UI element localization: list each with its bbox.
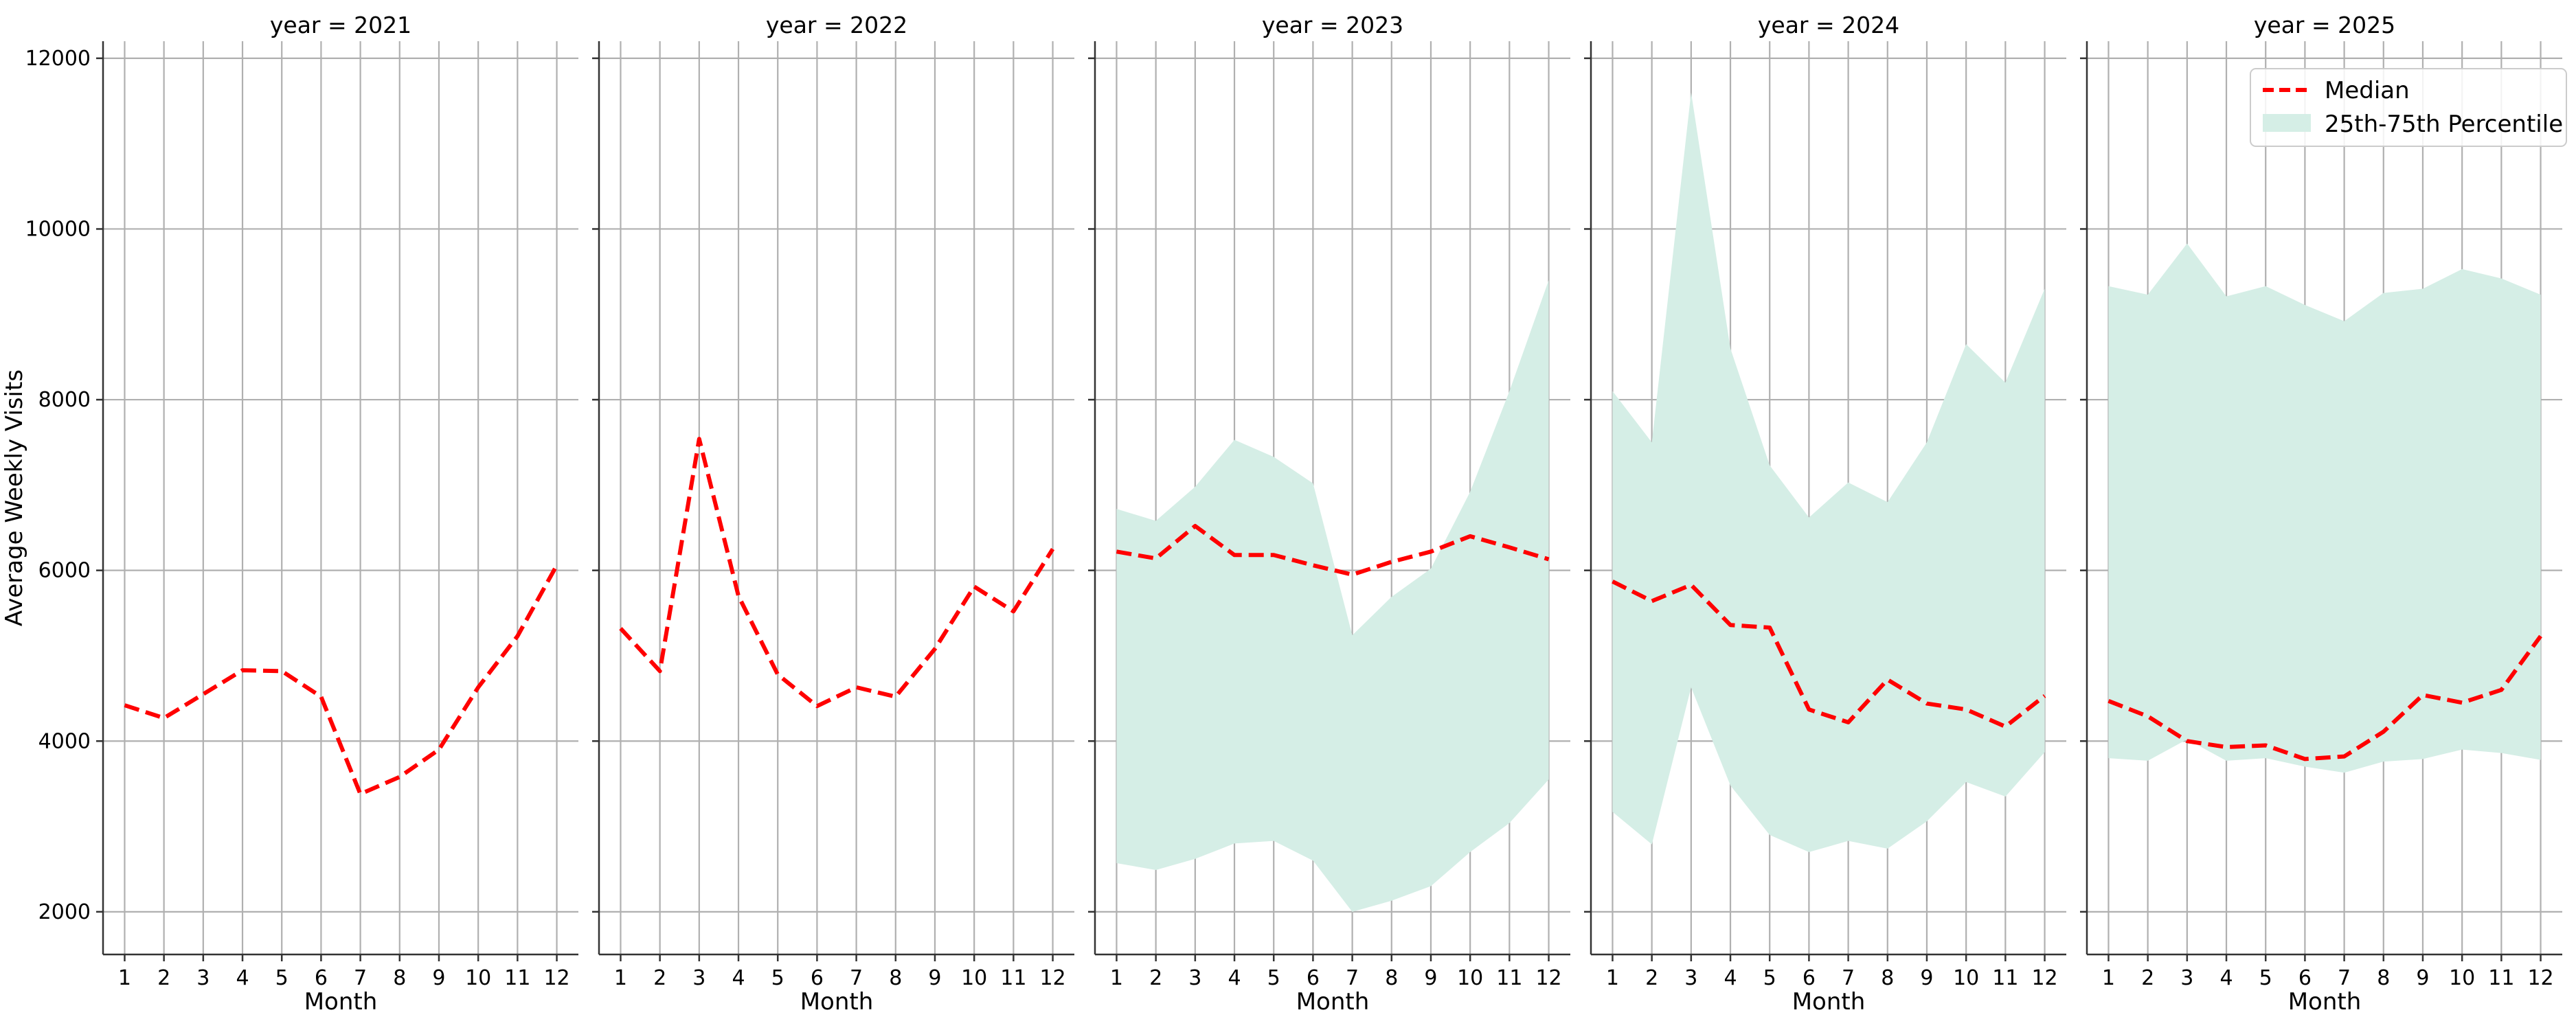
- legend-label-percentile: 25th-75th Percentile: [2325, 111, 2563, 138]
- x-tick-label: 10: [465, 966, 491, 990]
- x-tick-label: 8: [2377, 966, 2390, 990]
- x-tick-label: 3: [196, 966, 210, 990]
- y-tick-label: 2000: [38, 900, 91, 924]
- x-tick-label: 6: [1307, 966, 1320, 990]
- x-tick-label: 8: [393, 966, 406, 990]
- x-tick-label: 11: [2488, 966, 2514, 990]
- x-tick-label: 6: [315, 966, 328, 990]
- panel-title: year = 2023: [1262, 12, 1403, 38]
- y-tick-label: 6000: [38, 559, 91, 583]
- panel-title: year = 2024: [1758, 12, 1899, 38]
- x-tick-label: 7: [850, 966, 863, 990]
- x-axis-label: Month: [1296, 988, 1370, 1016]
- panel-title: year = 2022: [766, 12, 907, 38]
- y-tick-label: 8000: [38, 388, 91, 412]
- panel-title: year = 2025: [2254, 12, 2395, 38]
- x-tick-label: 6: [1803, 966, 1816, 990]
- x-tick-label: 2: [157, 966, 170, 990]
- x-tick-label: 10: [1457, 966, 1483, 990]
- percentile-band: [1612, 92, 2045, 852]
- x-tick-label: 2: [1645, 966, 1658, 990]
- x-tick-label: 2: [653, 966, 666, 990]
- x-tick-label: 12: [1535, 966, 1561, 990]
- legend-band-swatch: [2263, 114, 2311, 132]
- x-tick-label: 8: [889, 966, 902, 990]
- x-tick-label: 4: [1228, 966, 1241, 990]
- x-tick-label: 1: [118, 966, 131, 990]
- x-tick-label: 11: [1496, 966, 1522, 990]
- x-tick-label: 3: [1188, 966, 1201, 990]
- x-tick-label: 9: [432, 966, 445, 990]
- x-tick-label: 9: [1920, 966, 1933, 990]
- x-tick-label: 8: [1881, 966, 1894, 990]
- x-tick-label: 5: [275, 966, 289, 990]
- x-tick-label: 6: [811, 966, 824, 990]
- x-tick-label: 5: [1267, 966, 1280, 990]
- x-tick-label: 12: [1039, 966, 1065, 990]
- y-tick-label: 4000: [38, 729, 91, 753]
- x-tick-label: 5: [1763, 966, 1776, 990]
- x-tick-label: 9: [928, 966, 941, 990]
- y-tick-label: 10000: [25, 217, 91, 241]
- y-axis-label: Average Weekly Visits: [1, 369, 28, 626]
- x-tick-label: 11: [1992, 966, 2018, 990]
- median-line: [124, 564, 559, 797]
- median-line: [619, 437, 1055, 709]
- x-tick-label: 2: [2141, 966, 2154, 990]
- y-tick-label: 12000: [25, 47, 91, 71]
- x-tick-label: 7: [354, 966, 367, 990]
- x-tick-label: 12: [2527, 966, 2553, 990]
- x-tick-label: 5: [2259, 966, 2272, 990]
- percentile-band: [2108, 243, 2541, 773]
- x-tick-label: 1: [2102, 966, 2115, 990]
- x-tick-label: 1: [1110, 966, 1123, 990]
- x-tick-label: 1: [1606, 966, 1619, 990]
- x-tick-label: 9: [2416, 966, 2429, 990]
- x-tick-label: 12: [543, 966, 569, 990]
- x-tick-label: 3: [2180, 966, 2193, 990]
- x-tick-label: 1: [614, 966, 627, 990]
- x-tick-label: 11: [1000, 966, 1026, 990]
- x-tick-label: 7: [2338, 966, 2351, 990]
- x-tick-label: 10: [961, 966, 987, 990]
- median-line: [1612, 580, 2046, 729]
- x-axis-label: Month: [304, 988, 378, 1016]
- x-axis-label: Month: [2288, 988, 2362, 1016]
- panel-title: year = 2021: [270, 12, 411, 38]
- median-line: [2108, 634, 2542, 762]
- x-tick-label: 12: [2031, 966, 2057, 990]
- x-axis-label: Month: [800, 988, 874, 1016]
- x-tick-label: 7: [1842, 966, 1855, 990]
- percentile-band: [1116, 280, 1549, 912]
- x-tick-label: 4: [1724, 966, 1737, 990]
- x-tick-label: 3: [1684, 966, 1697, 990]
- x-tick-label: 4: [732, 966, 745, 990]
- x-tick-label: 2: [1149, 966, 1162, 990]
- x-tick-label: 7: [1346, 966, 1359, 990]
- legend-box: [2250, 68, 2567, 147]
- x-tick-label: 6: [2298, 966, 2312, 990]
- x-tick-label: 9: [1424, 966, 1437, 990]
- x-tick-label: 11: [504, 966, 530, 990]
- legend-label-median: Median: [2325, 77, 2410, 104]
- x-tick-label: 8: [1385, 966, 1398, 990]
- x-tick-label: 5: [771, 966, 784, 990]
- x-tick-label: 3: [692, 966, 705, 990]
- x-tick-label: 10: [2449, 966, 2475, 990]
- x-axis-label: Month: [1792, 988, 1866, 1016]
- x-tick-label: 4: [236, 966, 249, 990]
- legend: Median 25th-75th Percentile: [2250, 68, 2567, 147]
- x-tick-label: 4: [2219, 966, 2233, 990]
- x-tick-label: 10: [1953, 966, 1979, 990]
